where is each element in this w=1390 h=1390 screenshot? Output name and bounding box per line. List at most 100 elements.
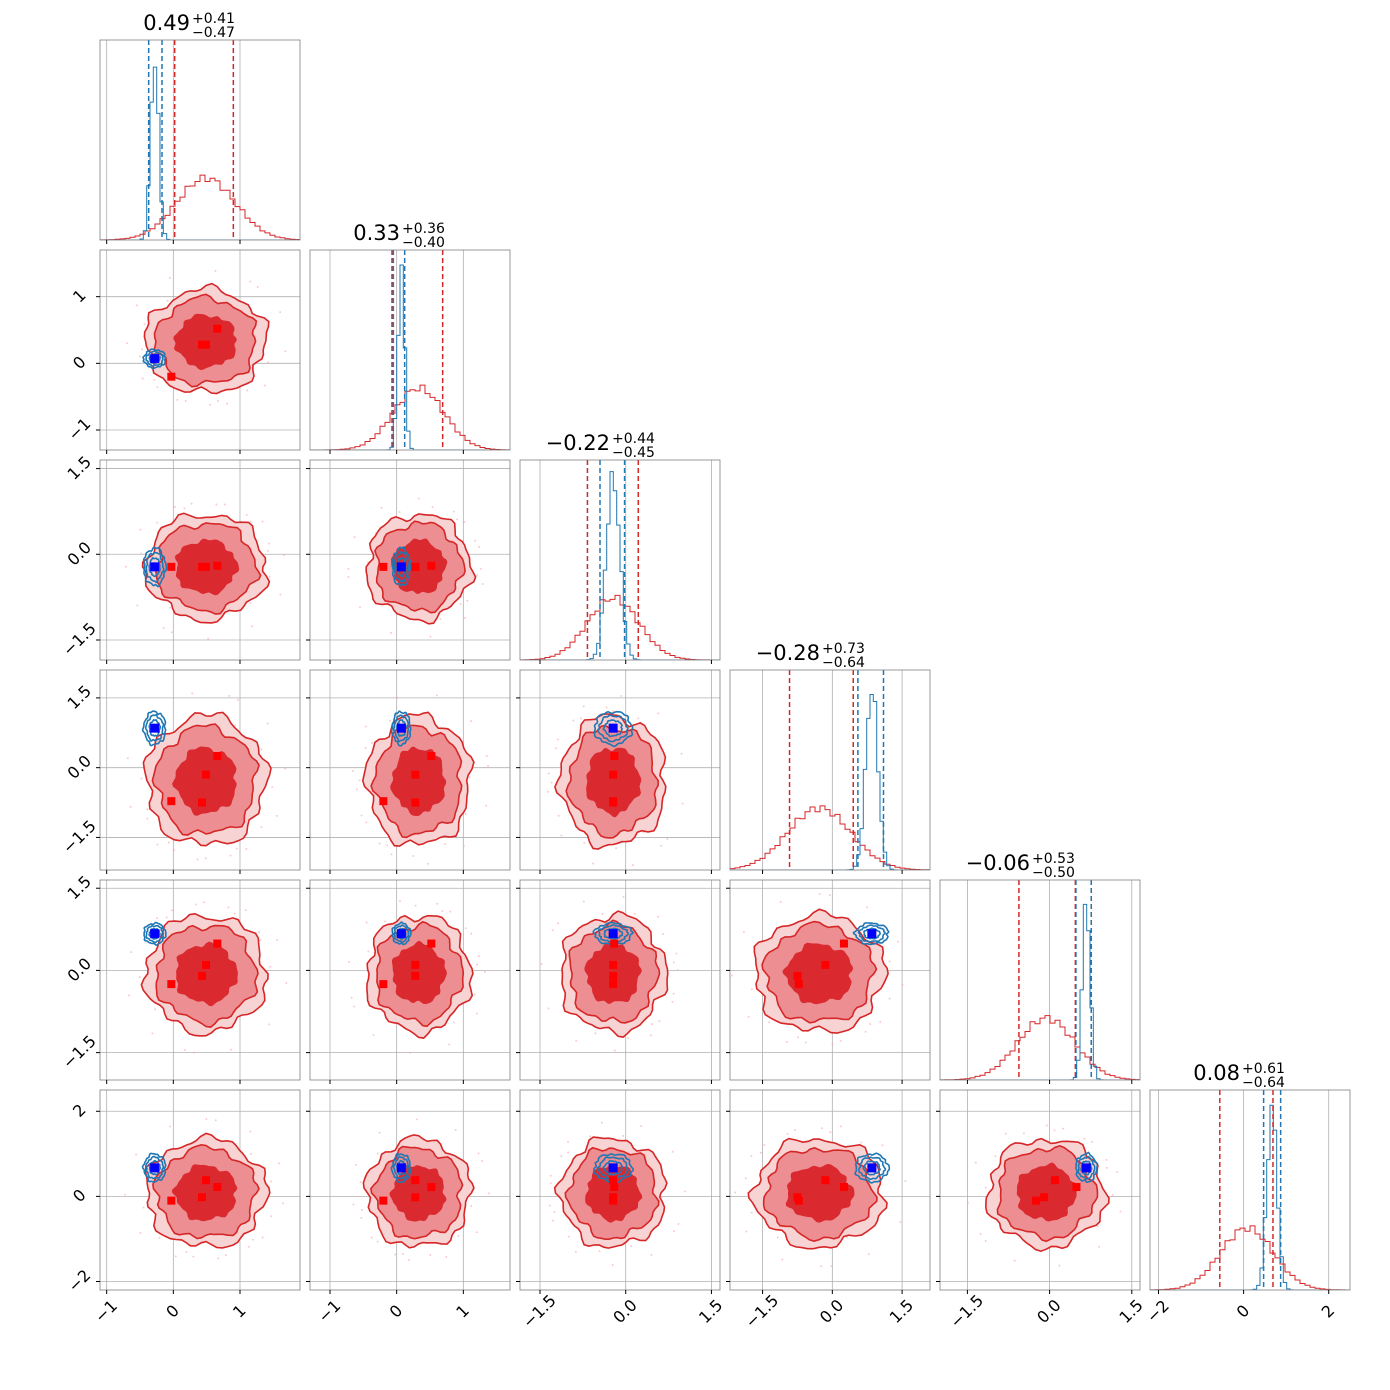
sample-dot (416, 1118, 419, 1121)
posterior-contour (1075, 1151, 1099, 1184)
prior-histogram (520, 594, 720, 660)
panel-frame (519, 459, 721, 661)
sample-dot (266, 722, 269, 725)
sample-dot (671, 1150, 674, 1153)
x-tick-label: −1.5 (741, 1291, 782, 1332)
sample-dot (551, 929, 554, 932)
x-tick-label: 1 (452, 1301, 473, 1322)
sample-dot (139, 528, 142, 531)
sample-dot (750, 1155, 753, 1158)
sample-dot (768, 1021, 771, 1024)
y-tick-label: −1.5 (59, 816, 100, 857)
sample-dot (673, 1230, 676, 1233)
sample-dot (205, 1118, 208, 1121)
panel-content (310, 250, 510, 450)
sample-dot (279, 593, 282, 596)
panel-title-minus: −0.64 (1242, 1075, 1285, 1091)
sample-dot (401, 1252, 404, 1255)
sample-dot (358, 779, 361, 782)
sample-dot (191, 692, 194, 695)
panel-content (520, 880, 720, 1080)
sample-dot (560, 1155, 563, 1158)
panel-frame (309, 669, 511, 871)
sample-dot (249, 601, 252, 604)
sample-dot (445, 1255, 448, 1258)
posterior-contour (596, 714, 629, 743)
y-tick-label: 1.5 (64, 872, 95, 903)
sample-dot (158, 1237, 161, 1240)
sample-dot (135, 304, 138, 307)
sample-dot (258, 930, 261, 933)
sample-dot (633, 912, 636, 915)
sample-dot (984, 1186, 987, 1189)
sample-dot (439, 618, 442, 621)
sample-dot (156, 843, 159, 846)
sample-dot (781, 1258, 784, 1261)
sample-dot (651, 1023, 654, 1026)
sample-dot (1105, 1166, 1108, 1169)
sample-dot (794, 1128, 797, 1131)
estimate-marker (1051, 1176, 1060, 1185)
x-tick-label: −1.5 (946, 1291, 987, 1332)
sample-dot (195, 903, 198, 906)
sample-dot (389, 631, 392, 634)
posterior-contour (143, 921, 167, 946)
sample-dot (979, 1232, 982, 1235)
y-tick-label: −2 (64, 1266, 94, 1296)
prior-contour-inner (171, 1164, 238, 1222)
sample-dot (355, 788, 358, 791)
sample-dot (138, 355, 141, 358)
sample-dot (207, 637, 210, 640)
sample-dot (228, 694, 231, 697)
posterior-contour (148, 1159, 162, 1176)
sample-dot (548, 1204, 551, 1207)
panel-3-2 (516, 669, 721, 874)
sample-dot (776, 1236, 779, 1239)
sample-dot (156, 386, 159, 389)
sample-dot (611, 1264, 614, 1267)
sample-dot (481, 583, 484, 586)
sample-dot (1105, 1158, 1108, 1161)
x-tick-label: 0.0 (1033, 1296, 1064, 1327)
estimate-marker (411, 1193, 420, 1202)
panel-frame (519, 1089, 721, 1291)
prior-histogram (100, 174, 300, 240)
sample-dot (600, 1121, 603, 1124)
estimate-marker (839, 1183, 848, 1192)
sample-dot (364, 725, 367, 728)
sample-dot (141, 348, 144, 351)
sample-dot (252, 1238, 255, 1241)
sample-dot (1098, 1245, 1101, 1248)
x-tick-label: 1.5 (695, 1296, 726, 1327)
posterior-contour (395, 718, 407, 737)
sample-dot (227, 906, 230, 909)
sample-dot (672, 992, 675, 995)
x-tick-label: 1 (229, 1301, 250, 1322)
estimate-marker (167, 372, 176, 381)
posterior-histogram (100, 66, 300, 240)
sample-dot (354, 1163, 357, 1166)
sample-dot (444, 843, 447, 846)
prior-histogram (730, 805, 930, 870)
y-tick-label: −1.5 (59, 619, 100, 660)
sample-dot (156, 917, 159, 920)
panel-4-0: −1.5 0.0 1.5 (59, 872, 301, 1084)
panel-title-median: 0.33 (353, 221, 400, 245)
sample-dot (409, 1051, 412, 1054)
panel-content (730, 1090, 930, 1290)
estimate-marker (167, 1196, 176, 1205)
sample-dot (904, 1180, 907, 1183)
estimate-marker (609, 1176, 618, 1185)
panel-frame (939, 879, 1141, 1081)
truth-marker (396, 929, 406, 939)
sample-dot (378, 1131, 381, 1134)
sample-dot (574, 1250, 577, 1253)
prior-contour-inner (172, 746, 237, 816)
panel-frame (99, 879, 301, 1081)
panel-3-0: −1.5 0.0 1.5 (59, 669, 301, 874)
posterior-contour (592, 921, 635, 946)
estimate-marker (411, 562, 420, 571)
sample-dot (270, 1215, 273, 1218)
sample-dot (233, 912, 236, 915)
x-tick-label: −2 (1143, 1296, 1173, 1326)
